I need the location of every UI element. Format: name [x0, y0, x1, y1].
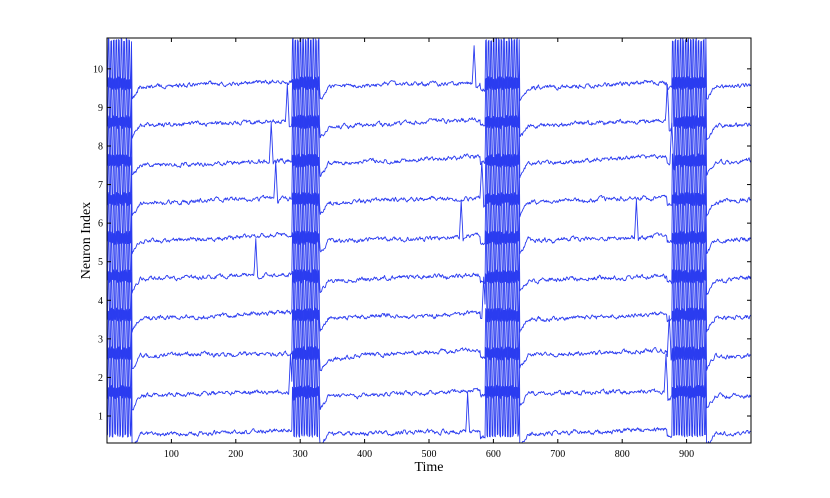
neuron-trace-6 [107, 191, 751, 255]
x-tick-label: 500 [422, 449, 437, 460]
y-tick-label: 2 [98, 373, 103, 384]
neuron-trace-10 [107, 38, 751, 102]
neuron-trace-5 [107, 230, 751, 296]
neuron-trace-9 [107, 76, 751, 141]
neuron-trace-4 [107, 269, 751, 333]
x-tick-label: 800 [615, 449, 630, 460]
x-tick-label: 400 [357, 449, 372, 460]
x-tick-label: 900 [679, 449, 694, 460]
x-tick-label: 300 [293, 449, 308, 460]
neuron-trace-2 [107, 346, 751, 411]
y-tick-label: 3 [98, 334, 103, 345]
y-tick-label: 4 [98, 296, 103, 307]
y-axis-label: Neuron Index [79, 202, 94, 279]
y-tick-label: 1 [98, 412, 103, 423]
neuron-trace-3 [107, 307, 751, 372]
neuron-trace-7 [107, 153, 751, 218]
y-tick-label: 7 [98, 180, 103, 191]
x-tick-label: 200 [228, 449, 243, 460]
x-tick-label: 600 [486, 449, 501, 460]
y-tick-label: 6 [98, 219, 103, 230]
trace-layer [107, 38, 751, 443]
x-axis-label: Time [414, 460, 443, 475]
x-axis-ticks: 100 200 300 400 500 600 700 800 900 [164, 38, 694, 460]
y-tick-label: 8 [98, 142, 103, 153]
y-tick-label: 10 [93, 64, 103, 75]
x-tick-label: 700 [550, 449, 565, 460]
neuron-trace-8 [107, 114, 751, 179]
y-tick-label: 5 [98, 257, 103, 268]
x-tick-label: 100 [164, 449, 179, 460]
y-axis-ticks: 1 2 3 4 5 6 7 8 9 10 [93, 64, 751, 423]
neuron-trace-1 [107, 384, 751, 443]
y-tick-label: 9 [98, 103, 103, 114]
